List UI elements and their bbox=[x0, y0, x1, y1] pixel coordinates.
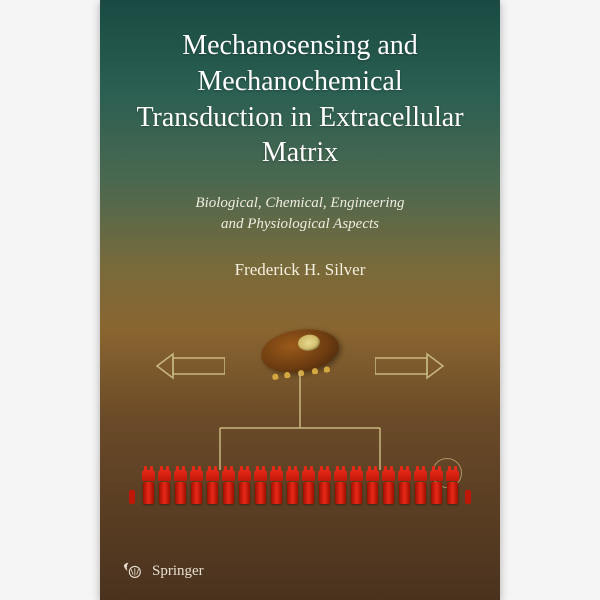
molecule-unit bbox=[189, 470, 204, 504]
book-author: Frederick H. Silver bbox=[130, 260, 470, 280]
molecule-unit bbox=[413, 470, 428, 504]
cell-body bbox=[258, 325, 341, 377]
molecule-stub bbox=[125, 470, 140, 504]
molecule-unit bbox=[429, 470, 444, 504]
molecule-unit bbox=[285, 470, 300, 504]
publisher-block: Springer bbox=[122, 560, 204, 582]
molecule-unit bbox=[349, 470, 364, 504]
molecule-unit bbox=[365, 470, 380, 504]
molecule-unit bbox=[333, 470, 348, 504]
cover-diagram bbox=[100, 330, 500, 520]
molecule-row bbox=[100, 470, 500, 504]
molecule-unit bbox=[237, 470, 252, 504]
molecule-unit bbox=[445, 470, 460, 504]
subtitle-line-2: and Physiological Aspects bbox=[130, 214, 470, 234]
cell-nucleus bbox=[297, 333, 321, 352]
molecule-unit bbox=[301, 470, 316, 504]
molecule-unit bbox=[269, 470, 284, 504]
molecule-unit bbox=[397, 470, 412, 504]
book-title: Mechanosensing and Mechanochemical Trans… bbox=[130, 28, 470, 171]
connector-stalk bbox=[200, 372, 400, 477]
molecule-unit bbox=[157, 470, 172, 504]
subtitle-line-1: Biological, Chemical, Engineering bbox=[130, 193, 470, 213]
molecule-unit bbox=[173, 470, 188, 504]
springer-logo-icon bbox=[122, 560, 144, 582]
molecule-unit bbox=[205, 470, 220, 504]
molecule-unit bbox=[221, 470, 236, 504]
molecule-unit bbox=[381, 470, 396, 504]
molecule-unit bbox=[253, 470, 268, 504]
publisher-name: Springer bbox=[152, 563, 204, 580]
title-block: Mechanosensing and Mechanochemical Trans… bbox=[100, 0, 500, 280]
book-subtitle: Biological, Chemical, Engineering and Ph… bbox=[130, 193, 470, 234]
molecule-unit bbox=[317, 470, 332, 504]
molecule-stub bbox=[461, 470, 476, 504]
molecule-unit bbox=[141, 470, 156, 504]
cell-icon bbox=[261, 330, 339, 372]
book-cover: Mechanosensing and Mechanochemical Trans… bbox=[100, 0, 500, 600]
